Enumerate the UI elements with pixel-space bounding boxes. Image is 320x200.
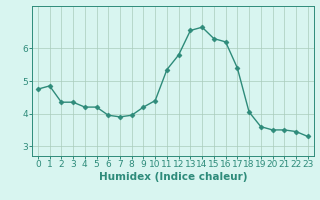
X-axis label: Humidex (Indice chaleur): Humidex (Indice chaleur) xyxy=(99,172,247,182)
